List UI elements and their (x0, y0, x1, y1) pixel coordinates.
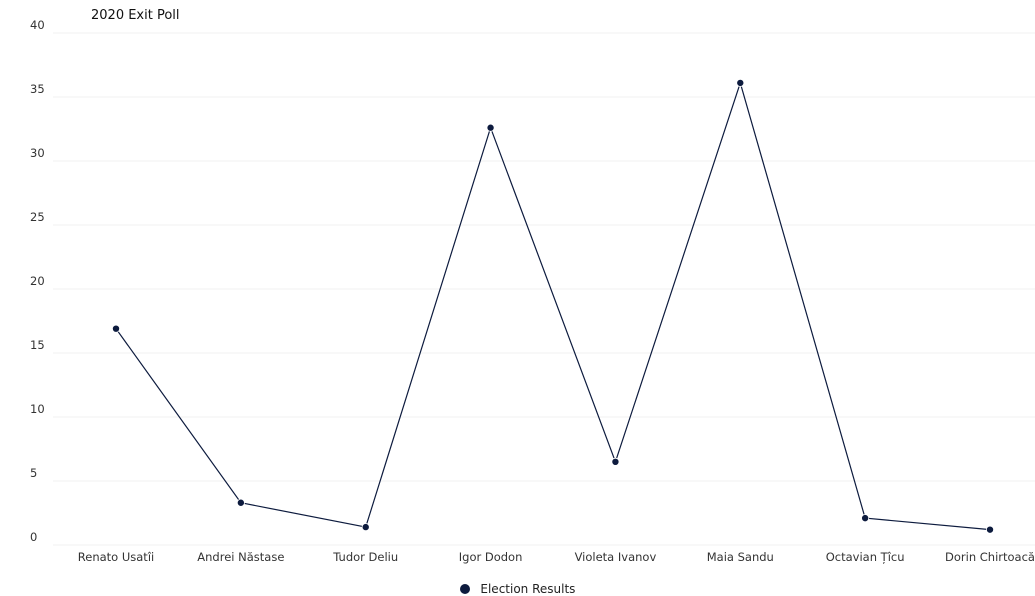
x-tick-label: Andrei Năstase (197, 550, 284, 564)
data-point[interactable] (486, 123, 495, 132)
x-tick-label: Igor Dodon (459, 550, 523, 564)
x-tick-label: Violeta Ivanov (575, 550, 657, 564)
y-tick-label: 20 (30, 274, 45, 288)
data-point[interactable] (112, 324, 121, 333)
data-point[interactable] (861, 514, 870, 523)
y-tick-label: 15 (30, 338, 45, 352)
legend-label: Election Results (480, 582, 576, 596)
data-point[interactable] (736, 78, 745, 87)
x-tick-label: Dorin Chirtoacă (945, 550, 1035, 564)
y-tick-label: 30 (30, 146, 45, 160)
legend-marker (459, 584, 470, 594)
data-point[interactable] (986, 525, 995, 534)
x-tick-label: Renato Usatîi (78, 550, 154, 564)
y-axis-ticks: 0 5 10 15 20 25 30 35 40 (30, 18, 45, 544)
y-tick-label: 0 (30, 530, 37, 544)
y-tick-label: 5 (30, 466, 37, 480)
y-tick-label: 40 (30, 18, 45, 32)
x-tick-label: Maia Sandu (707, 550, 774, 564)
data-point[interactable] (361, 523, 370, 532)
chart-title: 2020 Exit Poll (91, 8, 180, 23)
x-axis-ticks: Renato Usatîi Andrei Năstase Tudor Deliu Ig… (78, 550, 1035, 564)
y-tick-label: 25 (30, 210, 45, 224)
data-point[interactable] (611, 457, 620, 466)
x-tick-label: Tudor Deliu (332, 550, 398, 564)
y-tick-label: 35 (30, 82, 45, 96)
series-line (115, 80, 991, 531)
series-layer (112, 78, 995, 534)
y-tick-label: 10 (30, 402, 45, 416)
grid-layer (53, 32, 1035, 546)
x-tick-label: Octavian Țîcu (826, 550, 905, 564)
data-point[interactable] (236, 498, 245, 507)
legend[interactable]: Election Results (0, 582, 1035, 596)
